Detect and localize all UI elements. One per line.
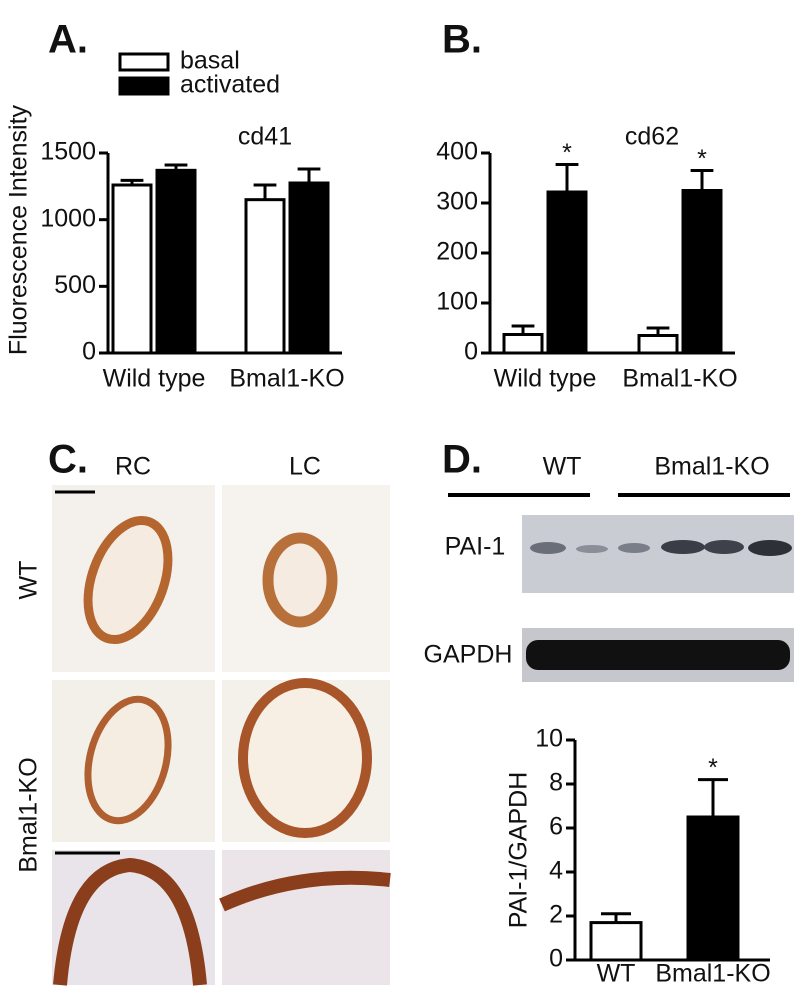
- y-tick-label: 0: [549, 945, 563, 973]
- x-tick-label: Bmal1-KO: [229, 365, 344, 393]
- bar: [681, 189, 723, 355]
- bar: [111, 183, 153, 355]
- y-tick-label: 500: [54, 271, 96, 299]
- legend-swatch: [118, 52, 170, 72]
- bar: [155, 168, 197, 355]
- y-tick-label: 10: [535, 725, 563, 753]
- column-label: LC: [289, 453, 321, 481]
- x-tick-label: Wild type: [494, 365, 597, 393]
- column-label: RC: [115, 453, 151, 481]
- bar: [244, 198, 286, 355]
- significance-mark: *: [562, 139, 572, 167]
- row-label: Bmal1-KO: [15, 757, 43, 872]
- x-tick-label: WT: [597, 960, 636, 988]
- panel-label: B.: [442, 18, 482, 62]
- legend-swatch: [118, 76, 170, 96]
- significance-mark: *: [708, 754, 718, 782]
- blot-group: Bmal1-KO: [654, 453, 769, 481]
- y-axis-label: Fluorescence Intensity: [5, 104, 33, 355]
- y-tick-label: 4: [549, 857, 563, 885]
- y-tick-label: 400: [436, 138, 478, 166]
- chart-title: cd62: [625, 123, 679, 151]
- y-tick-label: 1500: [40, 138, 96, 166]
- y-tick-label: 300: [436, 188, 478, 216]
- y-tick-label: 0: [464, 338, 478, 366]
- histology-images: [52, 485, 391, 986]
- x-tick-label: Bmal1-KO: [655, 960, 770, 988]
- significance-mark: *: [697, 145, 707, 173]
- y-tick-label: 6: [549, 813, 563, 841]
- blot-image: [522, 515, 794, 682]
- y-tick-label: 100: [436, 288, 478, 316]
- bar: [546, 190, 588, 355]
- legend-label: basal: [180, 47, 240, 75]
- y-axis-label: PAI-1/GAPDH: [505, 772, 533, 929]
- panel-label: D.: [442, 438, 482, 482]
- bar: [502, 333, 544, 355]
- protein-label: GAPDH: [424, 641, 513, 669]
- panel-label: C.: [48, 438, 88, 482]
- y-tick-label: 200: [436, 238, 478, 266]
- y-tick-label: 2: [549, 901, 563, 929]
- blot-group: WT: [543, 453, 582, 481]
- protein-label: PAI-1: [445, 533, 506, 561]
- panel-label: A.: [48, 18, 88, 62]
- bar: [589, 921, 643, 962]
- bar: [637, 334, 679, 355]
- x-tick-label: Bmal1-KO: [622, 365, 737, 393]
- x-tick-label: Wild type: [103, 365, 206, 393]
- y-tick-label: 1000: [40, 204, 96, 232]
- row-label: WT: [15, 561, 43, 600]
- legend-label: activated: [180, 71, 280, 99]
- chart-title: cd41: [238, 123, 292, 151]
- y-tick-label: 0: [82, 338, 96, 366]
- bar: [288, 181, 330, 355]
- bar: [686, 815, 740, 962]
- y-tick-label: 8: [549, 769, 563, 797]
